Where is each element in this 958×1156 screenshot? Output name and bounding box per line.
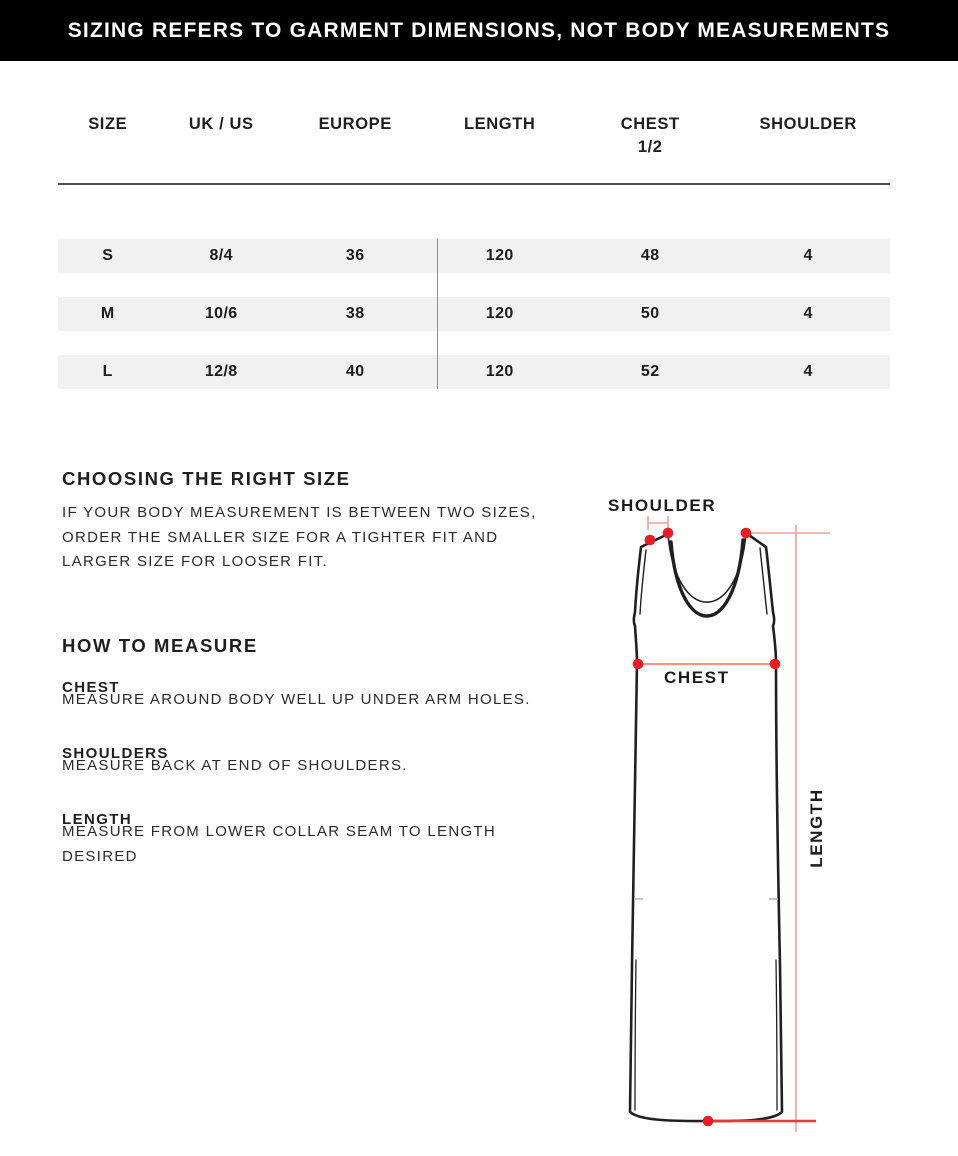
measure-chest-label: CHEST [62,679,120,696]
cell-size: M [100,305,115,322]
cell-uk-us: 12/8 [204,363,238,380]
choosing-size-text: IF YOUR BODY MEASUREMENT IS BETWEEN TWO … [62,501,537,575]
cell-shoulder: 4 [803,305,813,322]
measure-marker-dots [632,527,781,1127]
left-armhole-binding [639,549,647,615]
diagram-chest-label: CHEST [664,668,730,687]
table-column-divider [437,239,438,389]
cell-europe: 40 [345,363,365,380]
size-table-header: SIZE UK / US EUROPE LENGTH CHEST 1/2 SHOU… [58,113,890,159]
size-table-body: S 8/4 36 120 48 4 M 10/6 38 120 50 4 L 1… [58,239,890,389]
sizing-disclaimer-banner: SIZING REFERS TO GARMENT DIMENSIONS, NOT… [0,0,958,61]
cell-chest: 48 [640,247,660,264]
cell-europe: 36 [345,247,365,264]
measure-length-label: LENGTH [62,811,133,828]
dress-outline [628,531,784,1123]
column-header-length: LENGTH [464,115,536,133]
diagram-length-label: LENGTH [807,788,826,868]
neckline-upper-curve [667,532,747,603]
shoulder-dot-left-inner [662,527,674,539]
neckline-binding-curve [669,538,745,618]
shoulder-bracket [647,516,669,530]
column-header-shoulder: SHOULDER [759,115,857,133]
cell-size: S [102,247,114,264]
diagram-shoulder-label: SHOULDER [608,496,717,515]
banner-text: SIZING REFERS TO GARMENT DIMENSIONS, NOT… [67,18,891,42]
measure-chest-text: MEASURE AROUND BODY WELL UP UNDER ARM HO… [62,691,531,708]
right-armhole-binding [759,547,768,615]
measure-length-text: MEASURE FROM LOWER COLLAR SEAM TO LENGTH… [62,820,496,869]
left-slit-facing [634,959,637,1111]
cell-size: L [102,363,113,380]
cell-chest: 52 [640,363,660,380]
measure-shoulders-text: MEASURE BACK AT END OF SHOULDERS. [62,757,408,774]
column-header-size: SIZE [88,115,128,133]
table-row-size-l: L 12/8 40 120 52 4 [58,355,890,389]
cell-uk-us: 8/4 [209,247,233,264]
chest-dot-left [632,658,644,670]
cell-shoulder: 4 [803,363,813,380]
cell-length: 120 [485,247,514,264]
text-line: DESIRED [62,847,138,865]
cell-europe: 38 [345,305,365,322]
table-row-size-m: M 10/6 38 120 50 4 [58,297,890,331]
cell-shoulder: 4 [803,247,813,264]
column-header-chest-sub: 1/2 [637,138,663,156]
shoulder-dot-left-outer [644,534,656,546]
cell-chest: 50 [640,305,660,322]
measure-shoulders-label: SHOULDERS [62,745,169,762]
cell-uk-us: 10/6 [204,305,238,322]
choosing-size-heading: CHOOSING THE RIGHT SIZE [62,468,351,490]
how-to-measure-heading: HOW TO MEASURE [62,635,258,657]
text-line: IF YOUR BODY MEASUREMENT IS BETWEEN TWO … [62,504,537,521]
cell-length: 120 [485,305,514,322]
chest-dot-right [769,658,781,670]
table-row-size-s: S 8/4 36 120 48 4 [58,239,890,273]
shoulder-dot-right [740,527,752,539]
table-header-rule [58,183,890,185]
text-line: MEASURE FROM LOWER COLLAR SEAM TO LENGTH [62,823,497,840]
column-header-chest: CHEST 1/2 [574,113,727,159]
text-line: LARGER SIZE FOR LOOSER FIT. [62,553,328,570]
column-header-europe: EUROPE [318,115,392,133]
cell-length: 120 [485,363,514,380]
column-header-uk-us: UK / US [188,115,254,133]
right-slit-facing [775,959,778,1111]
hem-dot [702,1115,714,1127]
text-line: ORDER THE SMALLER SIZE FOR A TIGHTER FIT… [62,528,499,546]
